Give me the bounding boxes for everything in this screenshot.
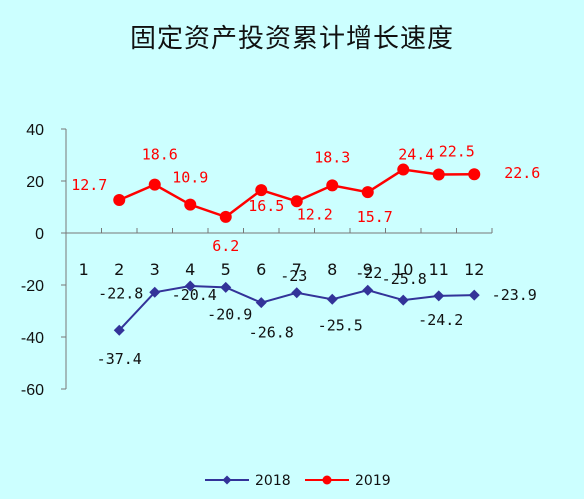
point-2018 [220, 281, 232, 293]
data-label-2019: 18.3 [314, 148, 350, 166]
x-tick-label: 9 [363, 260, 373, 279]
data-label-2018: -24.2 [418, 311, 463, 329]
x-tick-label: 10 [393, 260, 413, 279]
data-label-2018: -22 [355, 264, 382, 282]
data-label-2019: 16.5 [248, 197, 284, 215]
point-2019 [184, 198, 197, 211]
data-label-2018: -20.9 [207, 305, 252, 323]
x-tick-label: 2 [114, 260, 124, 279]
x-tick-label: 3 [150, 260, 160, 279]
point-2018 [255, 297, 267, 309]
data-label-2018: -37.4 [97, 350, 142, 368]
point-2018 [184, 280, 196, 292]
point-2019 [113, 193, 126, 206]
point-2019 [148, 178, 161, 191]
x-tick-label: 5 [221, 260, 231, 279]
y-tick-label: -60 [21, 382, 44, 399]
data-labels: -37.4 -22.8 -20.4-20.9-26.8 -23 -25.5 -22 -25.… [71, 143, 540, 369]
legend-label-2019: 2019 [355, 473, 391, 489]
data-label-2019: 22.6 [504, 164, 540, 182]
point-2018 [433, 290, 445, 302]
y-axis-ticks: 40 20 0 -20 -40 -60 [21, 122, 44, 399]
data-label-2019: 6.2 [212, 237, 239, 255]
point-2018 [326, 293, 338, 305]
y-tick-label: -40 [21, 330, 44, 347]
y-tick-label: -20 [21, 278, 44, 295]
data-label-2018: -25.5 [318, 316, 363, 334]
point-2019 [255, 184, 268, 197]
data-label-2019: 12.7 [71, 176, 107, 194]
data-label-2018: -22.8 [98, 284, 143, 302]
axes [61, 128, 493, 390]
point-2018 [362, 284, 374, 296]
data-label-2019: 12.2 [297, 205, 333, 223]
legend-label-2018: 2018 [255, 473, 291, 489]
point-2018 [113, 324, 125, 336]
data-label-2018: -26.8 [249, 324, 294, 342]
point-2018 [291, 287, 303, 299]
point-2018 [468, 289, 480, 301]
x-tick-label: 6 [256, 260, 266, 279]
x-tick-label: 11 [429, 260, 449, 279]
series [113, 163, 481, 336]
data-label-2019: 22.5 [439, 143, 475, 161]
data-label-2018: -20.4 [172, 286, 217, 304]
data-label-2019: 18.6 [142, 146, 178, 164]
legend-marker-2018 [222, 475, 232, 485]
point-2018 [397, 294, 409, 306]
point-2018 [149, 286, 161, 298]
data-label-2018: -23 [280, 267, 307, 285]
legend-marker-2019 [322, 475, 332, 485]
y-tick-label: 40 [26, 122, 44, 139]
x-tick-label: 7 [292, 260, 302, 279]
point-2019 [361, 186, 374, 199]
x-axis-ticks: 1 2 3 4 5 6 7 8 9 10 11 12 [79, 260, 485, 279]
chart-title: 固定资产投资累计增长速度 [129, 24, 454, 54]
point-2019 [397, 163, 410, 176]
data-label-2019: 24.4 [398, 146, 434, 164]
point-2019 [432, 168, 445, 181]
data-label-2019: 10.9 [172, 169, 208, 187]
legend: 2018 2019 [205, 473, 391, 489]
data-label-2018: -25.8 [382, 270, 427, 288]
point-2019 [290, 195, 303, 208]
y-tick-label: 0 [35, 226, 44, 243]
data-label-2018: -23.9 [492, 286, 537, 304]
x-tick-label: 4 [185, 260, 195, 279]
y-tick-label: 20 [26, 174, 44, 191]
point-2019 [219, 210, 232, 223]
point-2019 [468, 168, 481, 181]
x-tick-label: 1 [79, 260, 89, 279]
data-label-2019: 15.7 [357, 208, 393, 226]
point-2019 [326, 179, 339, 192]
x-tick-label: 12 [464, 260, 484, 279]
x-tick-label: 8 [327, 260, 337, 279]
